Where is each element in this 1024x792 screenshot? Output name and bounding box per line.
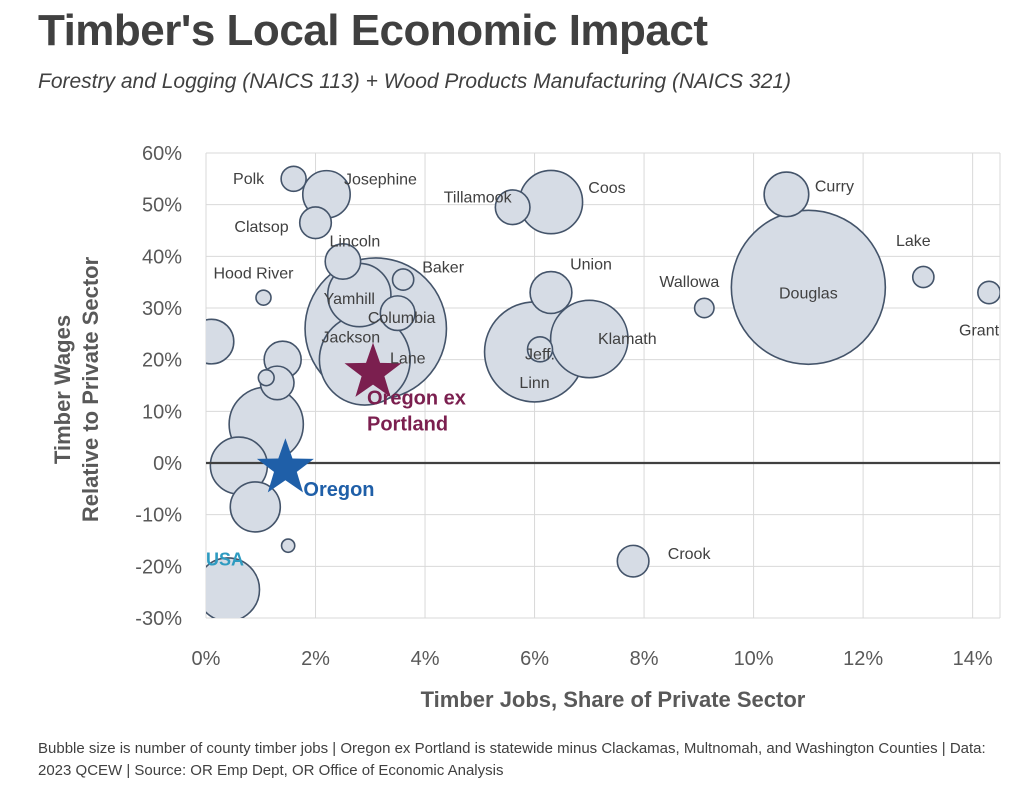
x-tick-label-5: 10% xyxy=(734,648,774,670)
y-tick-label-8: 50% xyxy=(142,195,182,217)
bubble-unlabeled-6 xyxy=(206,557,261,618)
oregon-ex-portland-label-line-0: Oregon ex xyxy=(367,388,466,410)
bubble-label-lincoln: Lincoln xyxy=(330,234,381,251)
chart-subtitle: Forestry and Logging (NAICS 113) + Wood … xyxy=(38,70,792,93)
y-tick-label-9: 60% xyxy=(142,143,182,165)
bubble-label-wallowa: Wallowa xyxy=(659,274,719,291)
x-tick-label-0: 0% xyxy=(192,648,221,670)
bubble-tillamook xyxy=(494,189,531,226)
bubble-label-jeff: Jeff. xyxy=(525,346,555,363)
x-tick-label-7: 14% xyxy=(953,648,993,670)
y-tick-label-7: 40% xyxy=(142,246,182,268)
bubble-jeff xyxy=(526,336,554,363)
bubble-hood-river xyxy=(255,289,272,306)
bubble-label-polk: Polk xyxy=(233,171,265,188)
bubble-curry xyxy=(763,171,810,218)
bubble-label-jackson: Jackson xyxy=(321,330,380,347)
y-tick-label-0: -30% xyxy=(135,608,182,630)
bubble-unlabeled-14 xyxy=(206,318,235,365)
y-axis-title-line-0: Timber Wages xyxy=(50,315,75,464)
bubble-label-yamhill: Yamhill xyxy=(324,291,375,308)
bubble-klamath xyxy=(549,299,629,379)
x-axis-title: Timber Jobs, Share of Private Sector xyxy=(421,687,806,712)
x-tick-label-6: 12% xyxy=(843,648,883,670)
bubble-lake xyxy=(911,265,935,289)
bubble-wallowa xyxy=(693,297,715,319)
bubble-unlabeled-10 xyxy=(229,481,282,533)
bubble-label-lane: Lane xyxy=(390,351,426,368)
bubble-label-grant: Grant xyxy=(959,323,1000,340)
x-tick-label-3: 6% xyxy=(520,648,549,670)
oregon-star-marker xyxy=(256,438,314,493)
bubble-unlabeled-30 xyxy=(280,538,296,554)
y-tick-label-3: 0% xyxy=(153,453,182,475)
footnote: Bubble size is number of county timber j… xyxy=(38,740,986,779)
bubble-douglas xyxy=(730,209,887,366)
bubble-label-klamath: Klamath xyxy=(598,331,657,348)
oregon-ex-portland-star-marker xyxy=(344,342,402,397)
axis-titles: Timber Jobs, Share of Private Sector Timb… xyxy=(50,256,806,712)
markers: Oregon ex Portland Oregon USA xyxy=(206,342,466,570)
bubble-polk xyxy=(280,165,307,193)
y-tick-label-4: 10% xyxy=(142,401,182,423)
y-tick-label-5: 20% xyxy=(142,350,182,372)
bubble-label-lake: Lake xyxy=(896,233,931,250)
bubble-labels: Douglas Lane Linn Jackson Klamath Coos Yamhill… xyxy=(213,171,999,563)
bubble-label-hood-river: Hood River xyxy=(213,266,294,283)
bubble-label-coos: Coos xyxy=(588,180,625,197)
y-tick-label-1: -20% xyxy=(135,556,182,578)
bubble-clatsop xyxy=(298,206,333,240)
x-tick-label-2: 4% xyxy=(411,648,440,670)
y-axis-title-line-1: Relative to Private Sector xyxy=(78,256,103,522)
bubble-unlabeled-28 xyxy=(257,369,275,387)
bubble-label-douglas: Douglas xyxy=(779,285,838,302)
oregon-label-line-0: Oregon xyxy=(303,479,374,501)
chart-title: Timber's Local Economic Impact xyxy=(38,6,708,55)
bubble-label-curry: Curry xyxy=(815,178,854,195)
bubble-grant xyxy=(977,280,1000,305)
bubble-label-columbia: Columbia xyxy=(368,310,436,327)
bubble-label-baker: Baker xyxy=(422,260,464,277)
x-tick-label-4: 8% xyxy=(630,648,659,670)
bubble-crook xyxy=(616,544,650,578)
bubbles xyxy=(206,165,1000,618)
bubble-lincoln xyxy=(324,243,362,281)
bubble-columbia xyxy=(379,295,416,332)
bubble-label-crook: Crook xyxy=(668,546,712,563)
bubble-baker xyxy=(391,268,415,291)
usa-label-line-0: USA xyxy=(206,550,244,570)
bubble-label-josephine: Josephine xyxy=(344,171,417,188)
bubble-label-linn: Linn xyxy=(519,375,549,392)
x-tick-label-1: 2% xyxy=(301,648,330,670)
bubble-label-tillamook: Tillamook xyxy=(444,189,513,206)
axis-ticks: -30% -20% -10% 0% 10% 20% 30% 40% 50% 60% 0% 2% 4% 6%… xyxy=(135,143,993,670)
bubble-label-union: Union xyxy=(570,257,612,274)
bubble-chart: Oregon ex Portland Oregon USA Douglas Lane Li… xyxy=(50,143,1001,712)
oregon-ex-portland-label-line-1: Portland xyxy=(367,414,448,436)
y-tick-label-6: 30% xyxy=(142,298,182,320)
y-tick-label-2: -10% xyxy=(135,505,182,527)
bubble-label-clatsop: Clatsop xyxy=(234,219,288,236)
bubble-union xyxy=(529,270,573,315)
